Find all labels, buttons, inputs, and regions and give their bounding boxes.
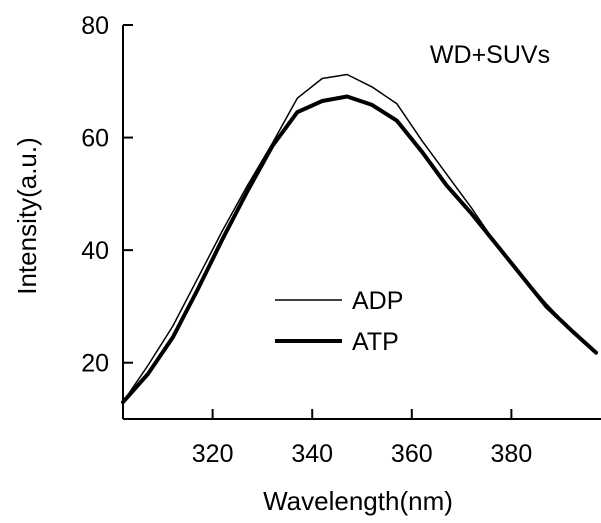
legend-label-atp: ATP xyxy=(352,328,399,356)
series-line-atp xyxy=(121,94,598,405)
y-tick-label: 60 xyxy=(81,125,109,153)
series-layer xyxy=(121,73,598,405)
y-tick-label: 20 xyxy=(81,350,109,378)
x-tick-label: 380 xyxy=(491,440,533,468)
y-tick-label: 40 xyxy=(81,237,109,265)
legend: ADP ATP xyxy=(275,287,403,356)
x-axis-title: Wavelength(nm) xyxy=(263,486,453,516)
legend-label-adp: ADP xyxy=(352,287,403,315)
chart-annotation: WD+SUVs xyxy=(430,41,550,69)
x-tick-label: 320 xyxy=(192,440,234,468)
y-axis-ticks: 20 40 60 80 xyxy=(81,12,133,378)
axes xyxy=(122,25,601,420)
x-axis-ticks: 320 340 360 380 xyxy=(192,409,532,468)
y-axis-title: Intensity(a.u.) xyxy=(12,137,42,295)
x-tick-label: 340 xyxy=(291,440,333,468)
x-tick-label: 360 xyxy=(391,440,433,468)
y-tick-label: 80 xyxy=(81,12,109,40)
